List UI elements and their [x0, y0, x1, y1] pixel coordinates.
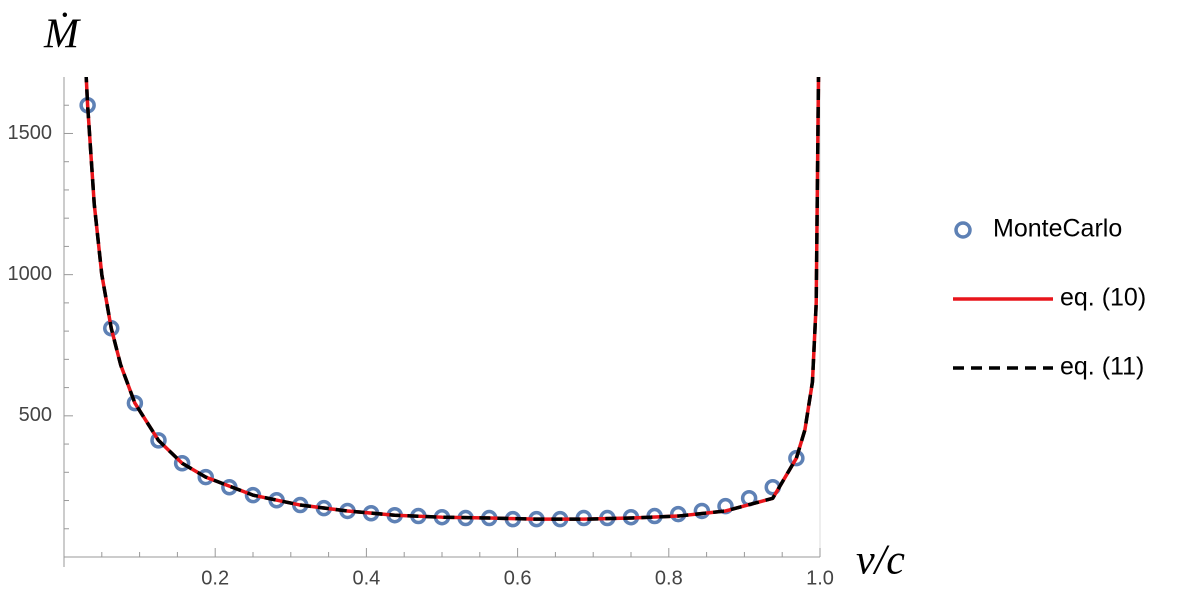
y-tick-label: 1000 [8, 263, 53, 285]
y-tick-label: 500 [19, 404, 52, 426]
data-point [150, 432, 167, 449]
x-axis-label: v/c [856, 538, 905, 584]
plot-area [79, 77, 821, 528]
x-tick-label: 0.2 [201, 567, 229, 589]
data-point [197, 468, 214, 486]
x-tick-label: 1.0 [806, 567, 834, 589]
y-axis-label: Ṁ [43, 12, 81, 58]
data-point [173, 455, 191, 472]
x-tick-label: 0.4 [352, 567, 380, 589]
legend-label: eq. (10) [1060, 284, 1146, 312]
legend-marker [954, 221, 972, 239]
y-tick-label: 1500 [8, 122, 53, 144]
data-point [788, 449, 805, 467]
legend-label: MonteCarlo [993, 215, 1122, 243]
data-line [84, 77, 821, 521]
data-point [693, 502, 711, 520]
x-tick-label: 0.6 [504, 567, 532, 589]
legend-label: eq. (11) [1060, 353, 1144, 381]
data-point [126, 394, 144, 412]
x-tick-label: 0.8 [655, 567, 683, 589]
data-line [84, 77, 821, 521]
